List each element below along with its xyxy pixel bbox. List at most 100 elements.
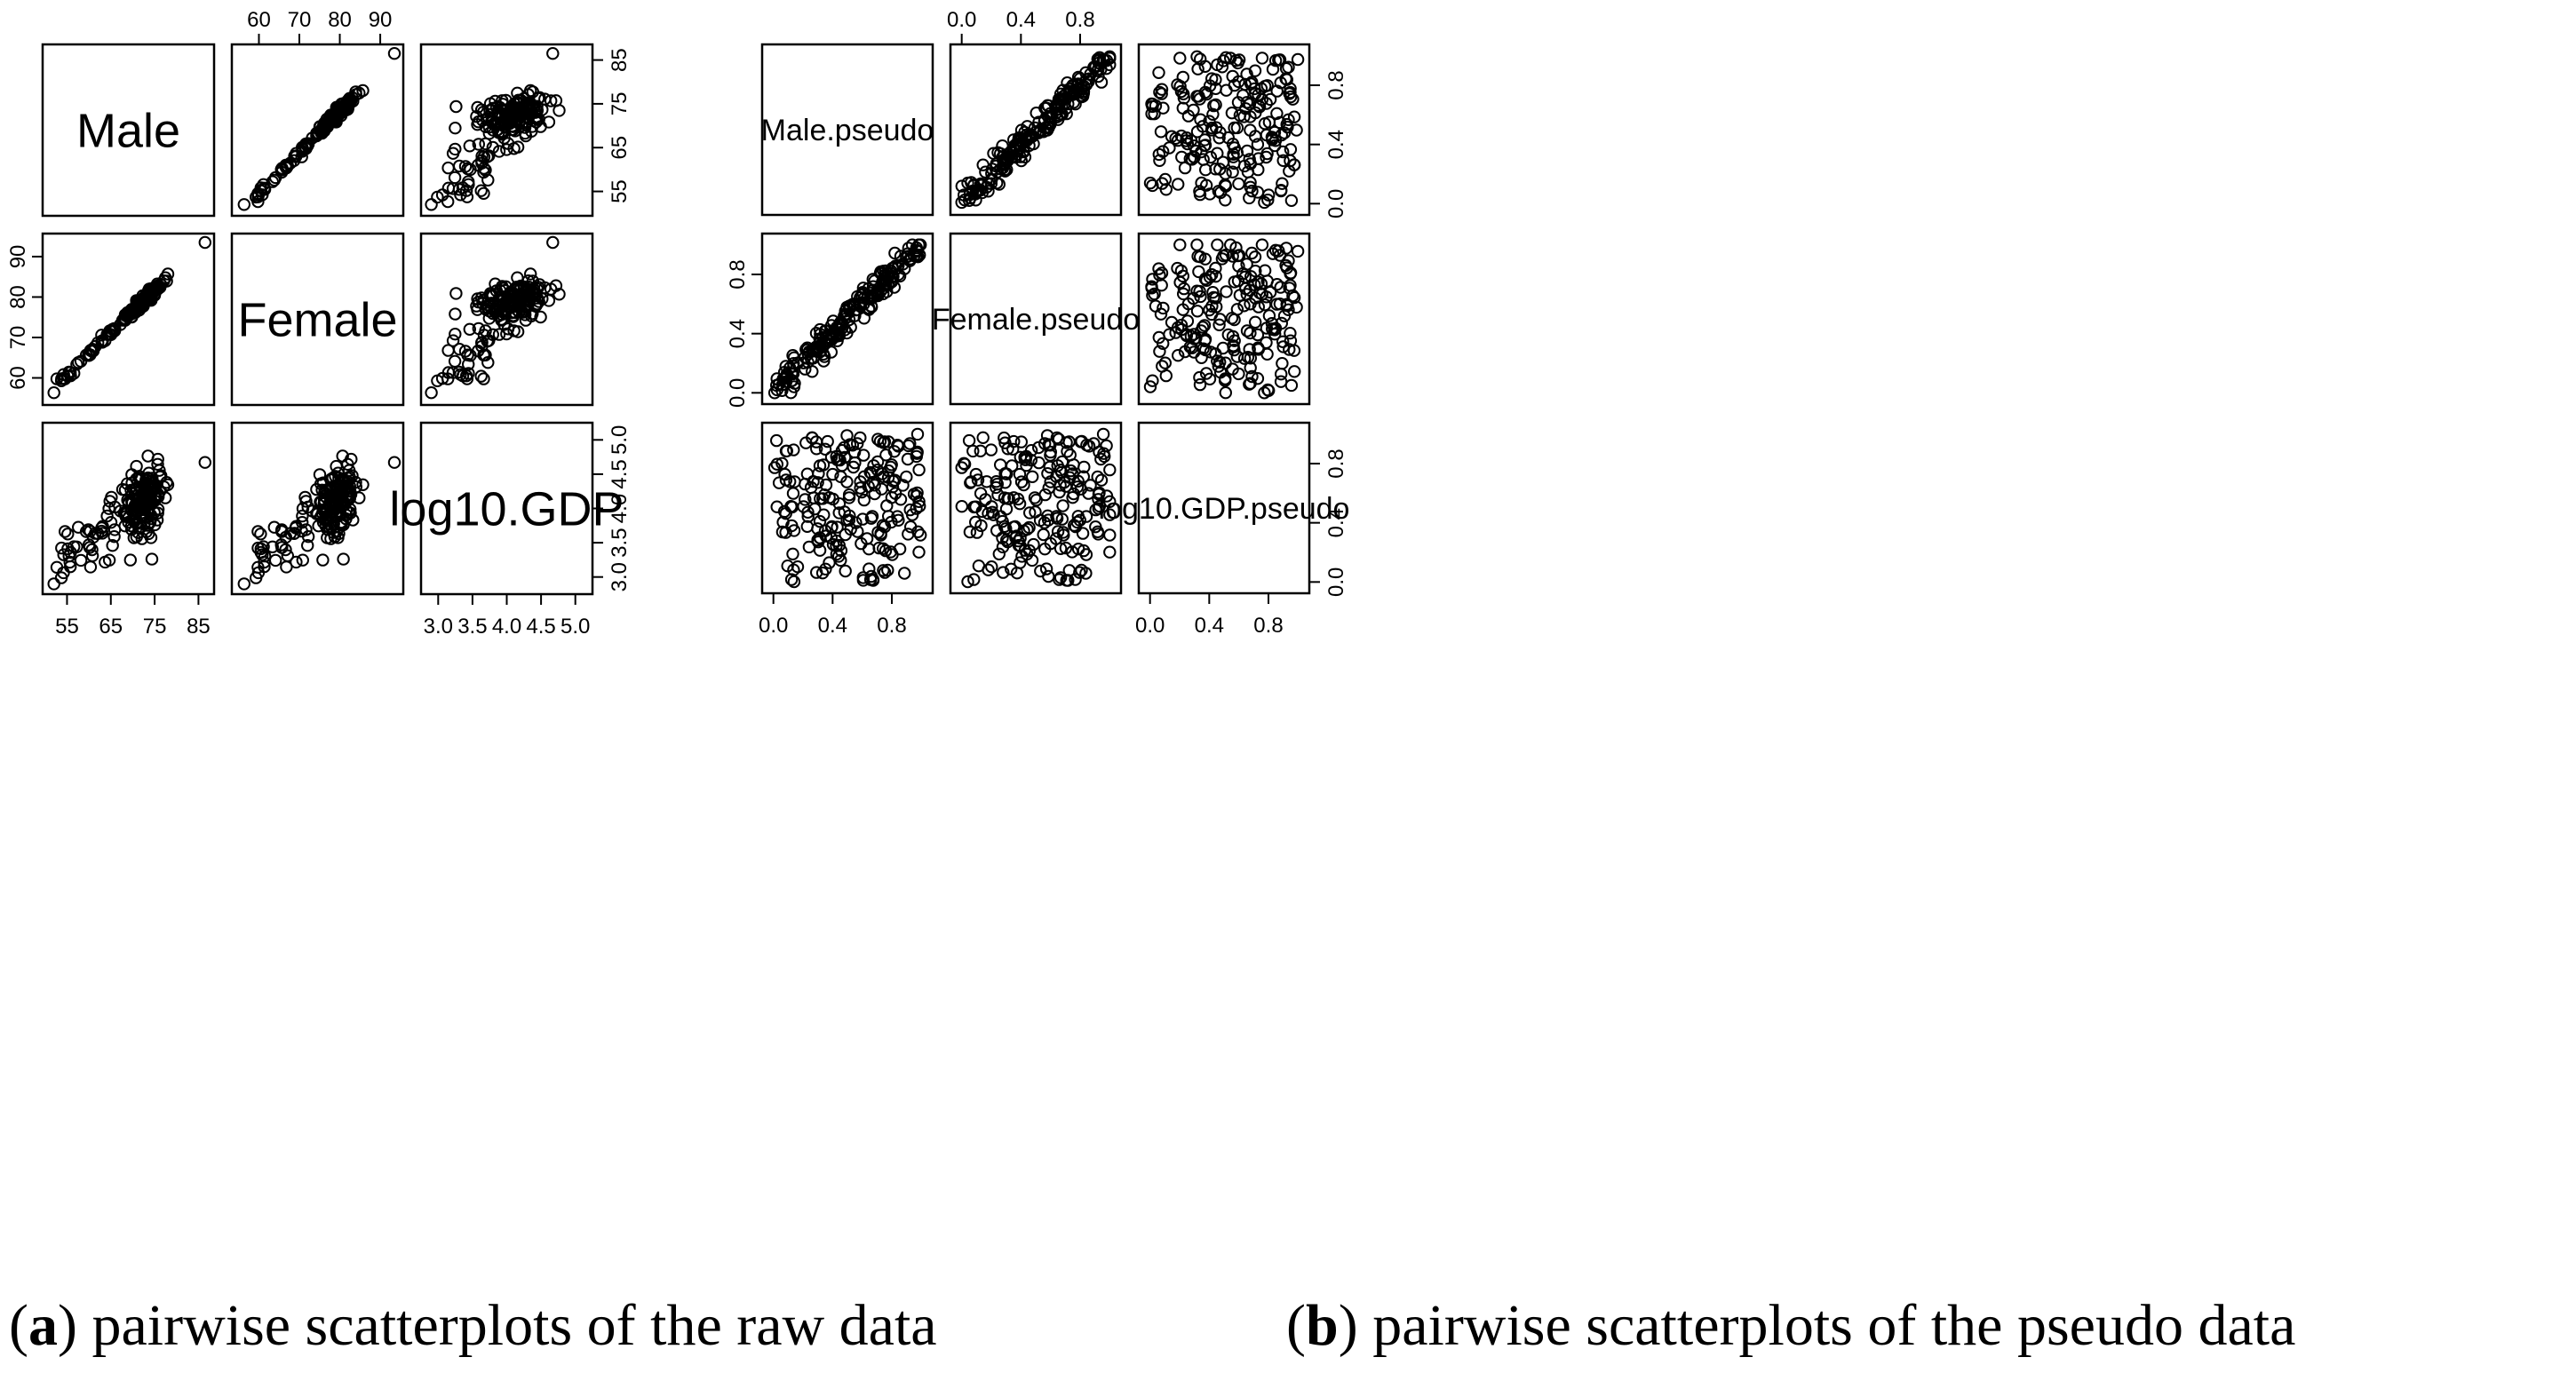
data-point [865,467,879,480]
data-point [498,283,512,298]
data-point [339,504,354,517]
data-point [1154,125,1168,139]
data-point [474,369,488,383]
data-point [1069,573,1082,586]
data-point [279,158,292,172]
data-point [1216,341,1230,355]
data-point [1024,444,1038,457]
data-point [1089,520,1102,534]
data-point [1153,154,1166,168]
data-point [1228,313,1241,327]
data-point [1014,435,1029,448]
data-point [1287,344,1301,357]
data-point [330,459,343,473]
data-point [122,515,135,529]
data-point [865,510,879,523]
data-point [882,270,895,283]
data-point [446,182,460,195]
data-point [1209,270,1222,283]
data-point [55,372,68,385]
data-point [316,515,330,529]
data-point [1180,134,1193,147]
data-point [524,83,537,98]
data-point [1240,324,1254,337]
data-point [863,289,878,302]
data-point [530,104,545,117]
data-point [969,500,982,513]
data-point [834,553,847,568]
data-point [1266,62,1280,76]
diagonal-label-Female.pseudo: Female.pseudo [932,303,1140,337]
data-point [1263,92,1277,107]
data-point [1012,534,1025,548]
data-point [780,444,793,457]
data-point [1217,250,1230,263]
data-point [148,489,162,504]
data-point [1262,309,1276,322]
caption-b-letter: b [1305,1293,1339,1358]
data-point [530,291,545,305]
data-point [1163,328,1176,341]
data-point [1181,314,1195,328]
data-point [1255,52,1269,65]
data-point [1226,138,1240,151]
data-point [64,560,77,574]
data-point [1177,287,1190,301]
data-point [477,187,490,201]
data-point [876,519,890,532]
data-point [801,505,815,519]
data-point [1082,75,1095,89]
data-point [1050,510,1063,523]
tick-label: 3.0 [608,562,632,591]
data-point [63,555,76,569]
data-point [886,548,899,561]
data-point [449,307,462,321]
data-point [1103,463,1117,477]
data-point [290,555,303,569]
data-point [814,492,827,505]
data-point [198,456,212,469]
data-point [998,436,1012,449]
data-point [462,358,475,371]
data-point [880,499,894,512]
data-point [955,461,968,474]
data-point [810,345,823,358]
data-point [775,525,790,539]
data-point [903,520,918,534]
data-point [787,443,800,456]
data-point [1044,115,1058,130]
data-point [1249,130,1262,143]
data-point [1230,350,1244,363]
data-point [142,472,156,486]
data-point [1146,99,1159,114]
data-point [1226,69,1239,83]
data-point [332,104,346,117]
data-point [313,468,327,481]
data-point [888,246,902,260]
data-point [1063,448,1077,462]
data-point [1244,326,1257,340]
data-point [1258,195,1271,210]
data-point [512,290,525,303]
tick-label: 0.8 [1065,8,1094,32]
tick-label: 0.4 [1006,8,1036,32]
panel-Female-vs-Male [41,232,216,407]
data-point [482,120,496,134]
data-point [330,525,344,538]
data-point [251,541,265,555]
tick-label: 4.0 [492,615,521,639]
data-point [969,515,982,529]
data-point [477,106,490,119]
tick-label: 0.8 [877,614,906,638]
data-point [969,467,983,481]
data-point [830,534,843,548]
x-axis-top-Female: 60 70 80 90 [247,8,392,45]
tick-label: 5.0 [561,615,590,639]
data-point [1158,356,1173,369]
data-point [546,47,560,60]
data-point [834,315,847,329]
tick-label: 0.8 [1253,614,1283,638]
data-point [1213,355,1227,369]
data-point [1209,261,1222,275]
data-point [1251,328,1265,342]
